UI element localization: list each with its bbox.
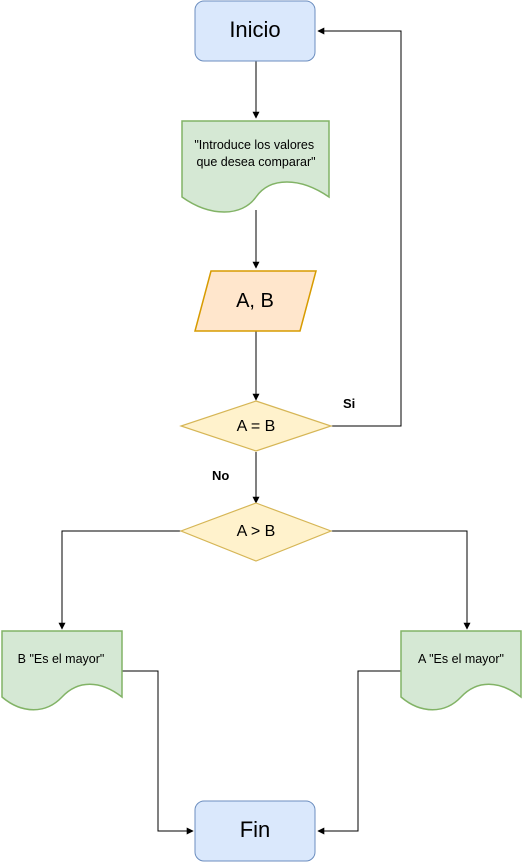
start-node: Inicio: [194, 0, 316, 62]
message-document: "Introduce los valores que desea compara…: [181, 120, 330, 213]
edge-right-to-output-a: [330, 530, 471, 630]
edge-left-to-output-b: [58, 530, 181, 630]
edge-output-b-to-end: [122, 670, 194, 835]
input-label: A, B: [236, 290, 274, 312]
decision-greater: A > B: [179, 502, 333, 562]
input-node: A, B: [194, 270, 317, 332]
edge-output-a-to-end: [317, 670, 401, 835]
decision-equal-label: A = B: [237, 418, 276, 435]
yes-label: Si: [343, 396, 355, 411]
svg-text:"Introduce los valores q: "Introduce los valores que desea compara…: [194, 138, 317, 169]
edge-yes-loop-to-start: [317, 27, 402, 427]
output-a-label: A "Es el mayor": [418, 652, 504, 666]
output-b-label: B "Es el mayor": [18, 652, 105, 666]
decision-equal: A = B: [179, 400, 333, 452]
message-line-1: "Introduce los valores: [194, 138, 314, 152]
end-node: Fin: [194, 800, 316, 862]
message-line-2: que desea comparar": [196, 155, 315, 169]
decision-greater-label: A > B: [237, 523, 276, 540]
end-label: Fin: [240, 817, 271, 842]
output-b-document: B "Es el mayor": [1, 630, 123, 711]
no-label: No: [212, 468, 229, 483]
output-a-document: A "Es el mayor": [400, 630, 522, 711]
start-label: Inicio: [229, 17, 280, 42]
